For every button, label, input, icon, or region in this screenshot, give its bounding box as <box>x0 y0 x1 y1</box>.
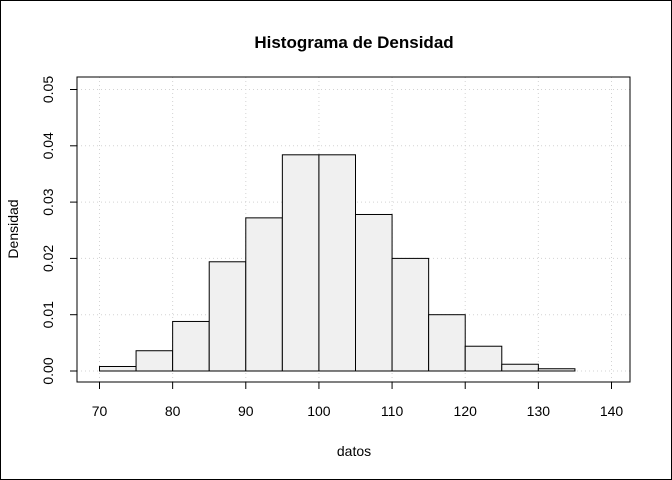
y-tick-label: 0.04 <box>40 132 56 159</box>
histogram-bar <box>318 154 356 372</box>
x-tick-label: 70 <box>92 403 108 419</box>
y-tick-label: 0.05 <box>40 76 56 103</box>
chart-title: Histograma de Densidad <box>254 33 453 52</box>
x-tick-label: 90 <box>238 403 254 419</box>
y-axis: 0.00 0.01 0.02 0.03 0.04 0.05 <box>40 76 78 385</box>
histogram-bar <box>281 154 320 372</box>
x-tick-label: 140 <box>600 403 624 419</box>
x-tick-label: 110 <box>381 403 404 419</box>
histogram-bar <box>537 368 576 372</box>
x-axis-label: datos <box>337 443 371 459</box>
x-axis: 70 80 90 100 110 120 130 140 <box>92 381 624 419</box>
histogram-bar <box>135 350 174 372</box>
histogram-bar <box>245 217 283 372</box>
y-tick-label: 0.02 <box>40 245 56 272</box>
x-tick-label: 120 <box>454 403 478 419</box>
x-tick-label: 130 <box>527 403 551 419</box>
y-axis-label: Densidad <box>5 199 21 258</box>
histogram-bar <box>355 213 393 372</box>
histogram-bar <box>172 320 210 372</box>
y-tick-label: 0.01 <box>40 301 56 328</box>
histogram-bar <box>464 345 503 372</box>
histogram-bar <box>208 261 247 372</box>
histogram-bar <box>391 257 430 372</box>
histogram-bar <box>428 314 466 372</box>
histogram-bars <box>99 154 576 372</box>
y-tick-label: 0.00 <box>40 357 56 384</box>
x-tick-label: 100 <box>307 403 331 419</box>
x-tick-label: 80 <box>165 403 181 419</box>
histogram-bar <box>501 363 539 372</box>
y-tick-label: 0.03 <box>40 188 56 215</box>
histogram-bar <box>99 365 137 372</box>
